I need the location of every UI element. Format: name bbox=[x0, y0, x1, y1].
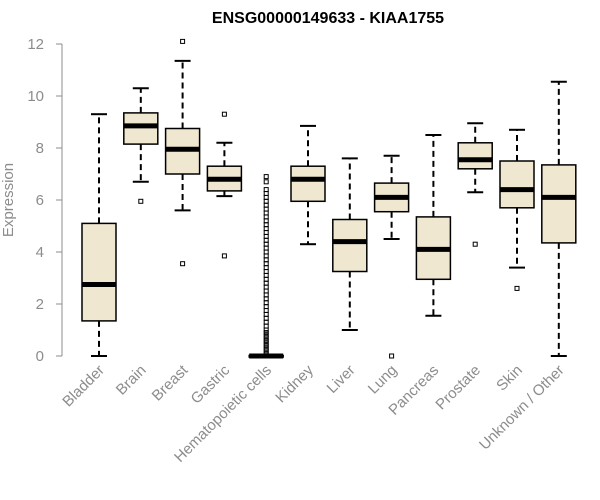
outlier-point bbox=[263, 335, 269, 341]
outlier-point bbox=[180, 38, 186, 44]
x-tick-label-breast: Breast bbox=[149, 361, 192, 404]
iqr-box bbox=[457, 142, 493, 170]
outlier-point bbox=[514, 285, 520, 291]
outlier-point bbox=[263, 340, 269, 346]
outlier-point bbox=[472, 241, 478, 247]
outlier-point bbox=[263, 332, 269, 338]
y-tick-label: 12 bbox=[27, 36, 44, 53]
outlier-point bbox=[221, 253, 227, 259]
x-tick-label-kidney: Kidney bbox=[272, 361, 317, 406]
box-lung bbox=[373, 154, 410, 359]
iqr-box bbox=[123, 112, 159, 145]
iqr-box bbox=[81, 222, 117, 322]
outlier-point bbox=[138, 198, 144, 204]
box-pancreas bbox=[415, 134, 452, 317]
box-hematopoietic-cells bbox=[248, 174, 284, 359]
x-tick-label-lung: Lung bbox=[365, 362, 401, 398]
x-tick-label-bladder: Bladder bbox=[59, 362, 108, 411]
outlier-point bbox=[263, 174, 269, 180]
box-brain bbox=[123, 87, 159, 204]
outlier-point bbox=[263, 348, 269, 354]
y-tick-label: 0 bbox=[36, 348, 44, 365]
iqr-box bbox=[499, 160, 535, 209]
outlier-point bbox=[263, 345, 269, 351]
box-prostate bbox=[457, 122, 493, 247]
box-gastric bbox=[206, 111, 243, 259]
x-tick-label-liver: Liver bbox=[324, 362, 359, 397]
y-tick-label: 10 bbox=[27, 88, 44, 105]
iqr-box bbox=[541, 164, 577, 244]
y-axis-label: Expression bbox=[0, 163, 17, 237]
outlier-point bbox=[263, 343, 269, 349]
iqr-box bbox=[332, 218, 368, 273]
y-tick-label: 6 bbox=[36, 192, 44, 209]
box-bladder bbox=[81, 113, 117, 357]
box-skin bbox=[499, 128, 535, 291]
y-tick-label: 2 bbox=[36, 296, 44, 313]
box-kidney bbox=[290, 124, 326, 246]
boxes-group bbox=[81, 38, 577, 359]
y-tick-label: 8 bbox=[36, 140, 44, 157]
box-unknown-other bbox=[541, 80, 577, 357]
outlier-point bbox=[221, 111, 227, 117]
x-tick-label-prostate: Prostate bbox=[432, 362, 484, 414]
iqr-box bbox=[290, 165, 326, 203]
outlier-point bbox=[263, 179, 269, 185]
outlier-point bbox=[263, 350, 269, 356]
outlier-point bbox=[263, 330, 269, 336]
x-tick-label-skin: Skin bbox=[493, 362, 526, 395]
outlier-point bbox=[263, 337, 269, 343]
outlier-point bbox=[180, 261, 186, 267]
box-breast bbox=[164, 38, 201, 267]
x-tick-label-brain: Brain bbox=[113, 362, 150, 399]
y-axis: 0 2 4 6 8 10 12 bbox=[27, 36, 63, 365]
chart-title: ENSG00000149633 - KIAA1755 bbox=[212, 10, 444, 27]
outlier-point bbox=[389, 353, 395, 359]
box-liver bbox=[332, 157, 368, 331]
outlier-point bbox=[263, 327, 269, 333]
y-tick-label: 4 bbox=[36, 244, 44, 261]
